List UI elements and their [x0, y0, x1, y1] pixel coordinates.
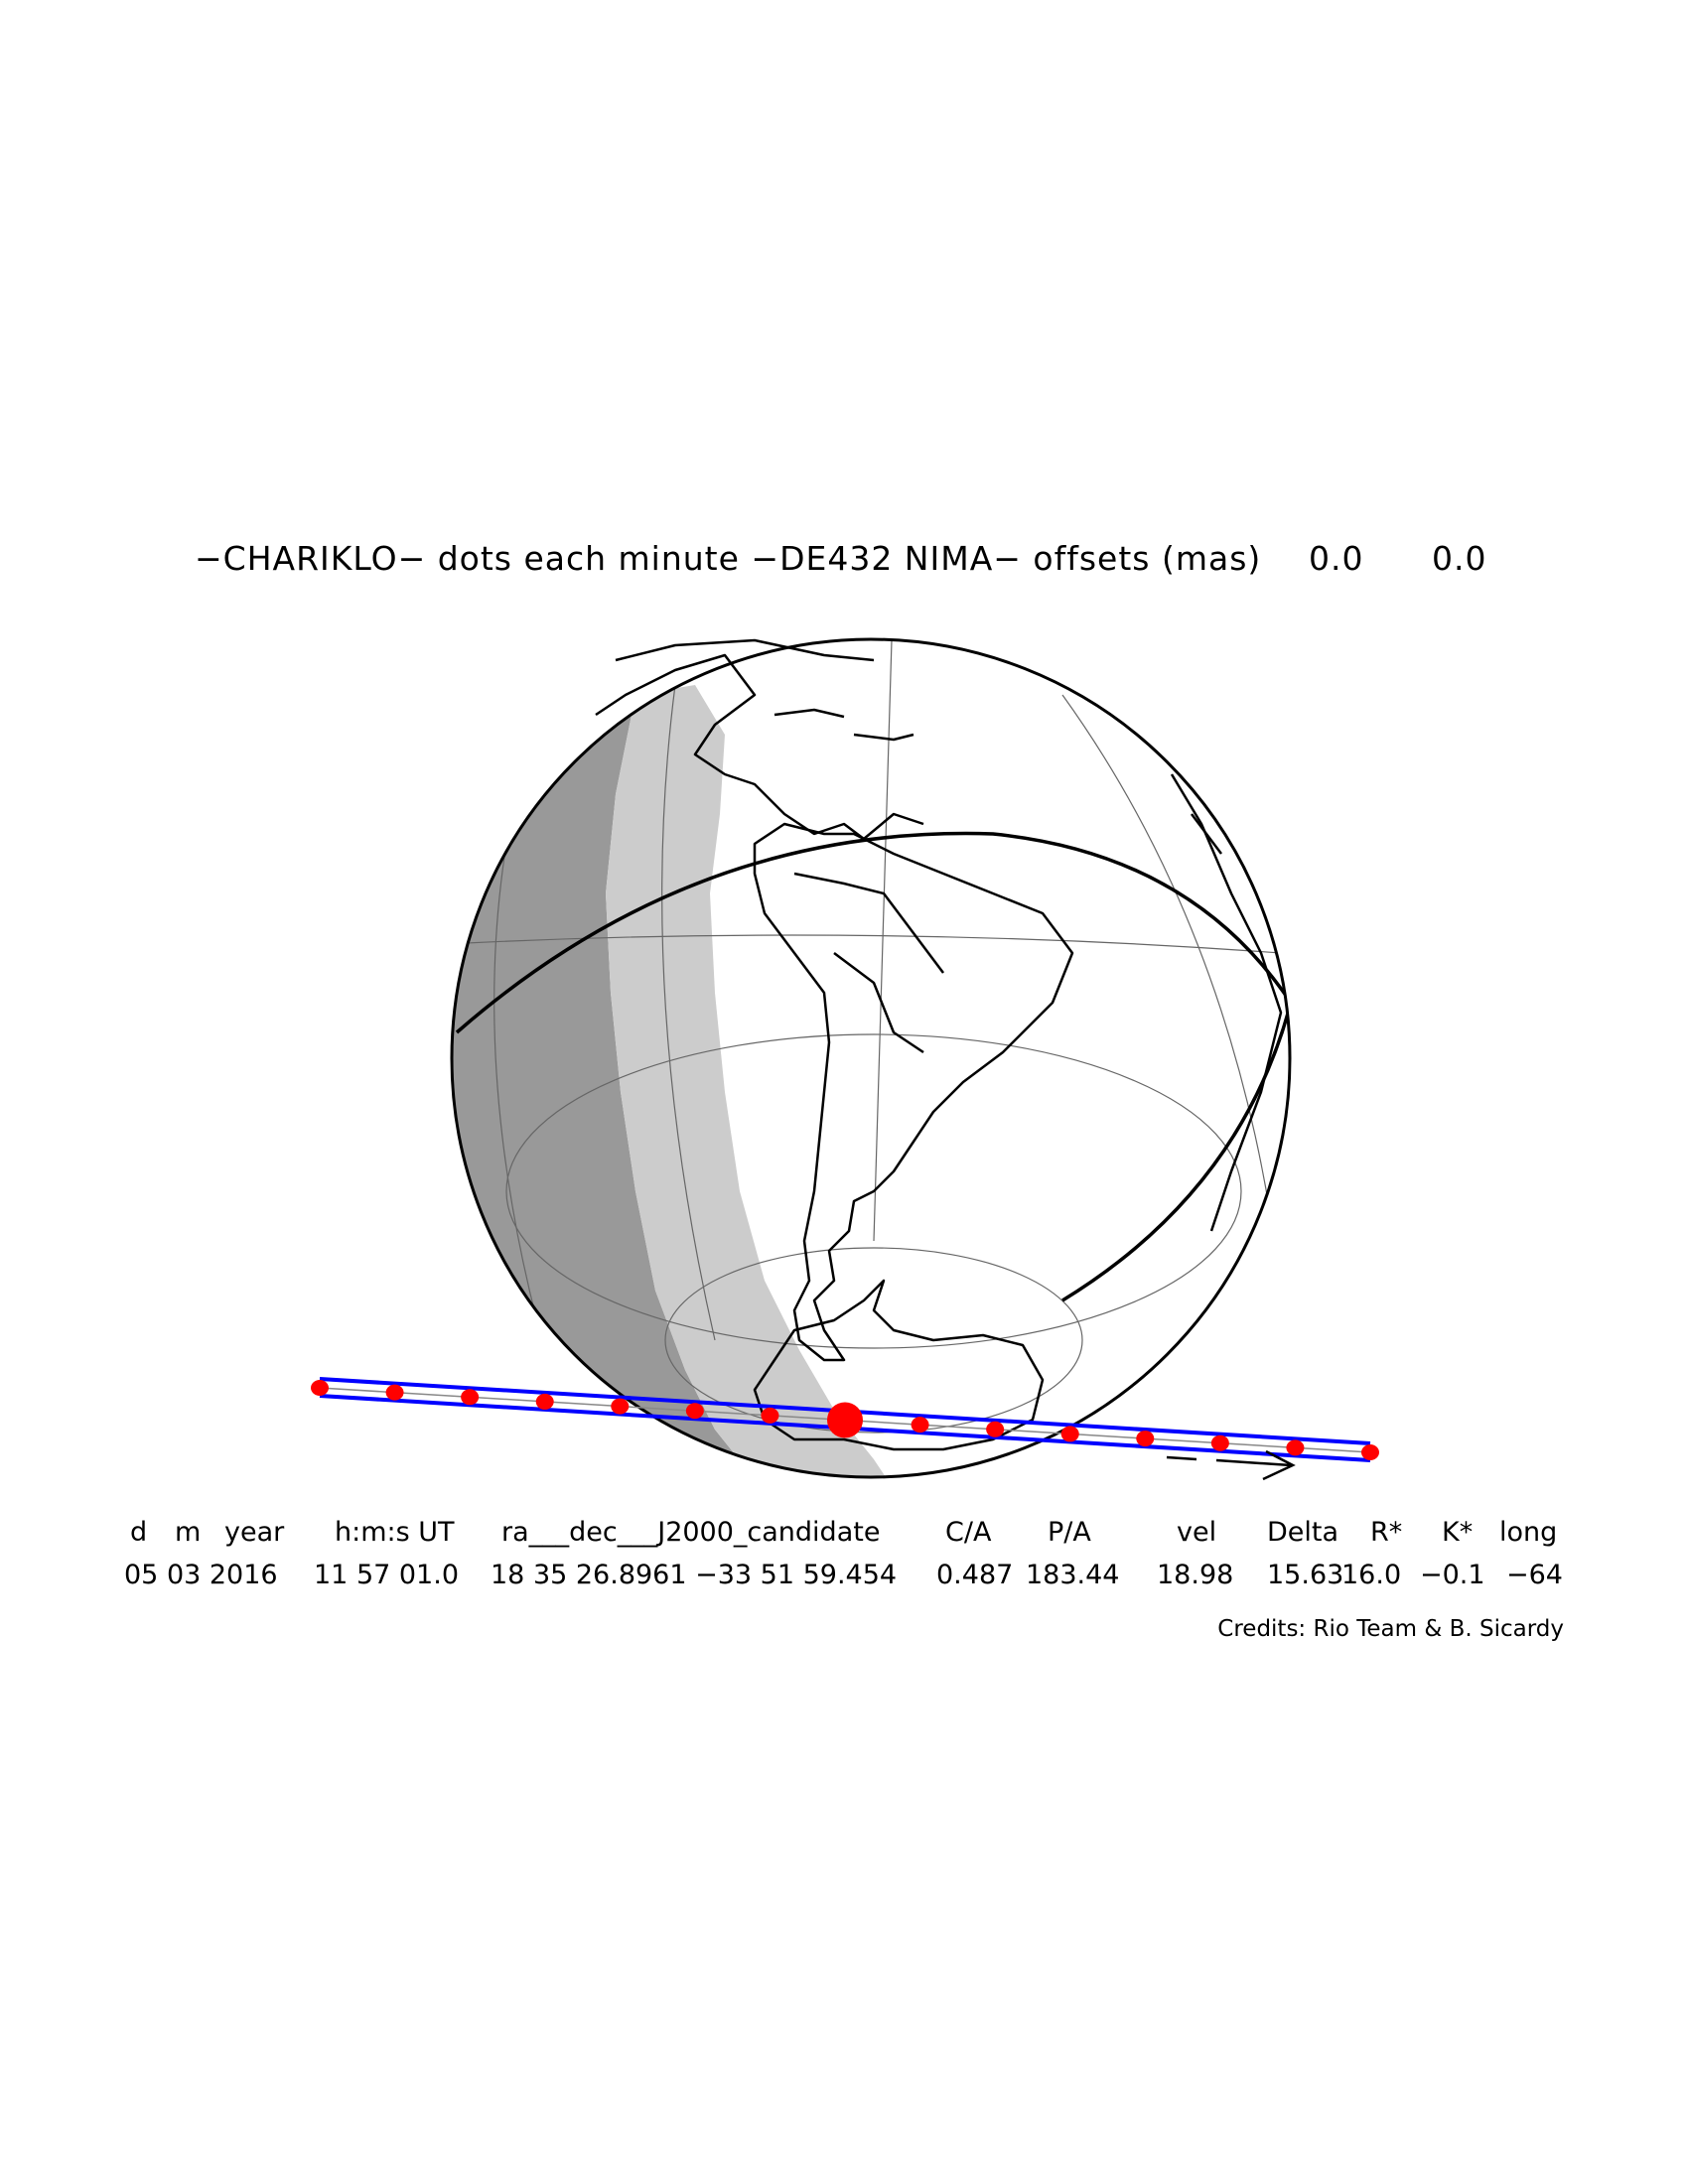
minute-dot: [461, 1389, 480, 1406]
header-ca: C/A: [945, 1517, 992, 1548]
header-rstar: R*: [1370, 1517, 1403, 1548]
minute-dot: [311, 1380, 329, 1396]
minute-dot: [911, 1417, 929, 1433]
minute-dot: [611, 1398, 630, 1415]
value-pa: 183.44: [1026, 1560, 1120, 1590]
header-time: h:m:s UT: [335, 1517, 455, 1548]
closest-approach-dot: [827, 1402, 863, 1438]
minute-dot: [761, 1407, 779, 1424]
header-long: long: [1499, 1517, 1558, 1548]
value-rstar: 16.0: [1341, 1560, 1402, 1590]
header-month: m: [175, 1517, 202, 1548]
value-ca: 0.487: [936, 1560, 1014, 1590]
minute-dot: [385, 1384, 404, 1401]
value-delta: 15.63: [1267, 1560, 1344, 1590]
header-vel: vel: [1177, 1517, 1217, 1548]
twilight-region: [606, 685, 894, 1477]
header-day: d: [130, 1517, 148, 1548]
plot-title: −CHARIKLO− dots each minute −DE432 NIMA−…: [0, 539, 1688, 589]
offset-ra: 0.0: [1309, 539, 1364, 578]
header-year: year: [224, 1517, 285, 1548]
direction-arrow: [1166, 1449, 1296, 1481]
value-coords: 18 35 26.8961 −33 51 59.454: [491, 1560, 898, 1590]
header-coords: ra___dec___J2000_candidate: [501, 1517, 881, 1548]
value-kstar: −0.1: [1420, 1560, 1485, 1590]
value-date: 05 03 2016: [124, 1560, 278, 1590]
minute-dot: [1286, 1439, 1305, 1456]
minute-dot: [1210, 1434, 1229, 1451]
header-delta: Delta: [1267, 1517, 1339, 1548]
minute-dot: [535, 1393, 554, 1410]
minute-dots: [311, 1380, 1379, 1460]
header-pa: P/A: [1048, 1517, 1091, 1548]
value-time: 11 57 01.0: [314, 1560, 459, 1590]
title-text: −CHARIKLO− dots each minute −DE432 NIMA−…: [195, 539, 1262, 578]
coastlines: [595, 638, 1283, 1451]
minute-dot: [1361, 1444, 1379, 1460]
globe-outline: [450, 637, 1292, 1479]
minute-dot: [685, 1403, 704, 1420]
minute-dot: [1136, 1431, 1155, 1447]
header-kstar: K*: [1442, 1517, 1474, 1548]
minute-dot: [986, 1421, 1005, 1437]
equator-line: [455, 831, 1290, 1302]
credits-text: Credits: Rio Team & B. Sicardy: [1217, 1616, 1564, 1642]
value-long: −64: [1506, 1560, 1563, 1590]
offset-dec: 0.0: [1432, 539, 1487, 578]
south-america-coast: [753, 822, 1074, 1362]
minute-dot: [1060, 1426, 1079, 1442]
value-vel: 18.98: [1157, 1560, 1234, 1590]
